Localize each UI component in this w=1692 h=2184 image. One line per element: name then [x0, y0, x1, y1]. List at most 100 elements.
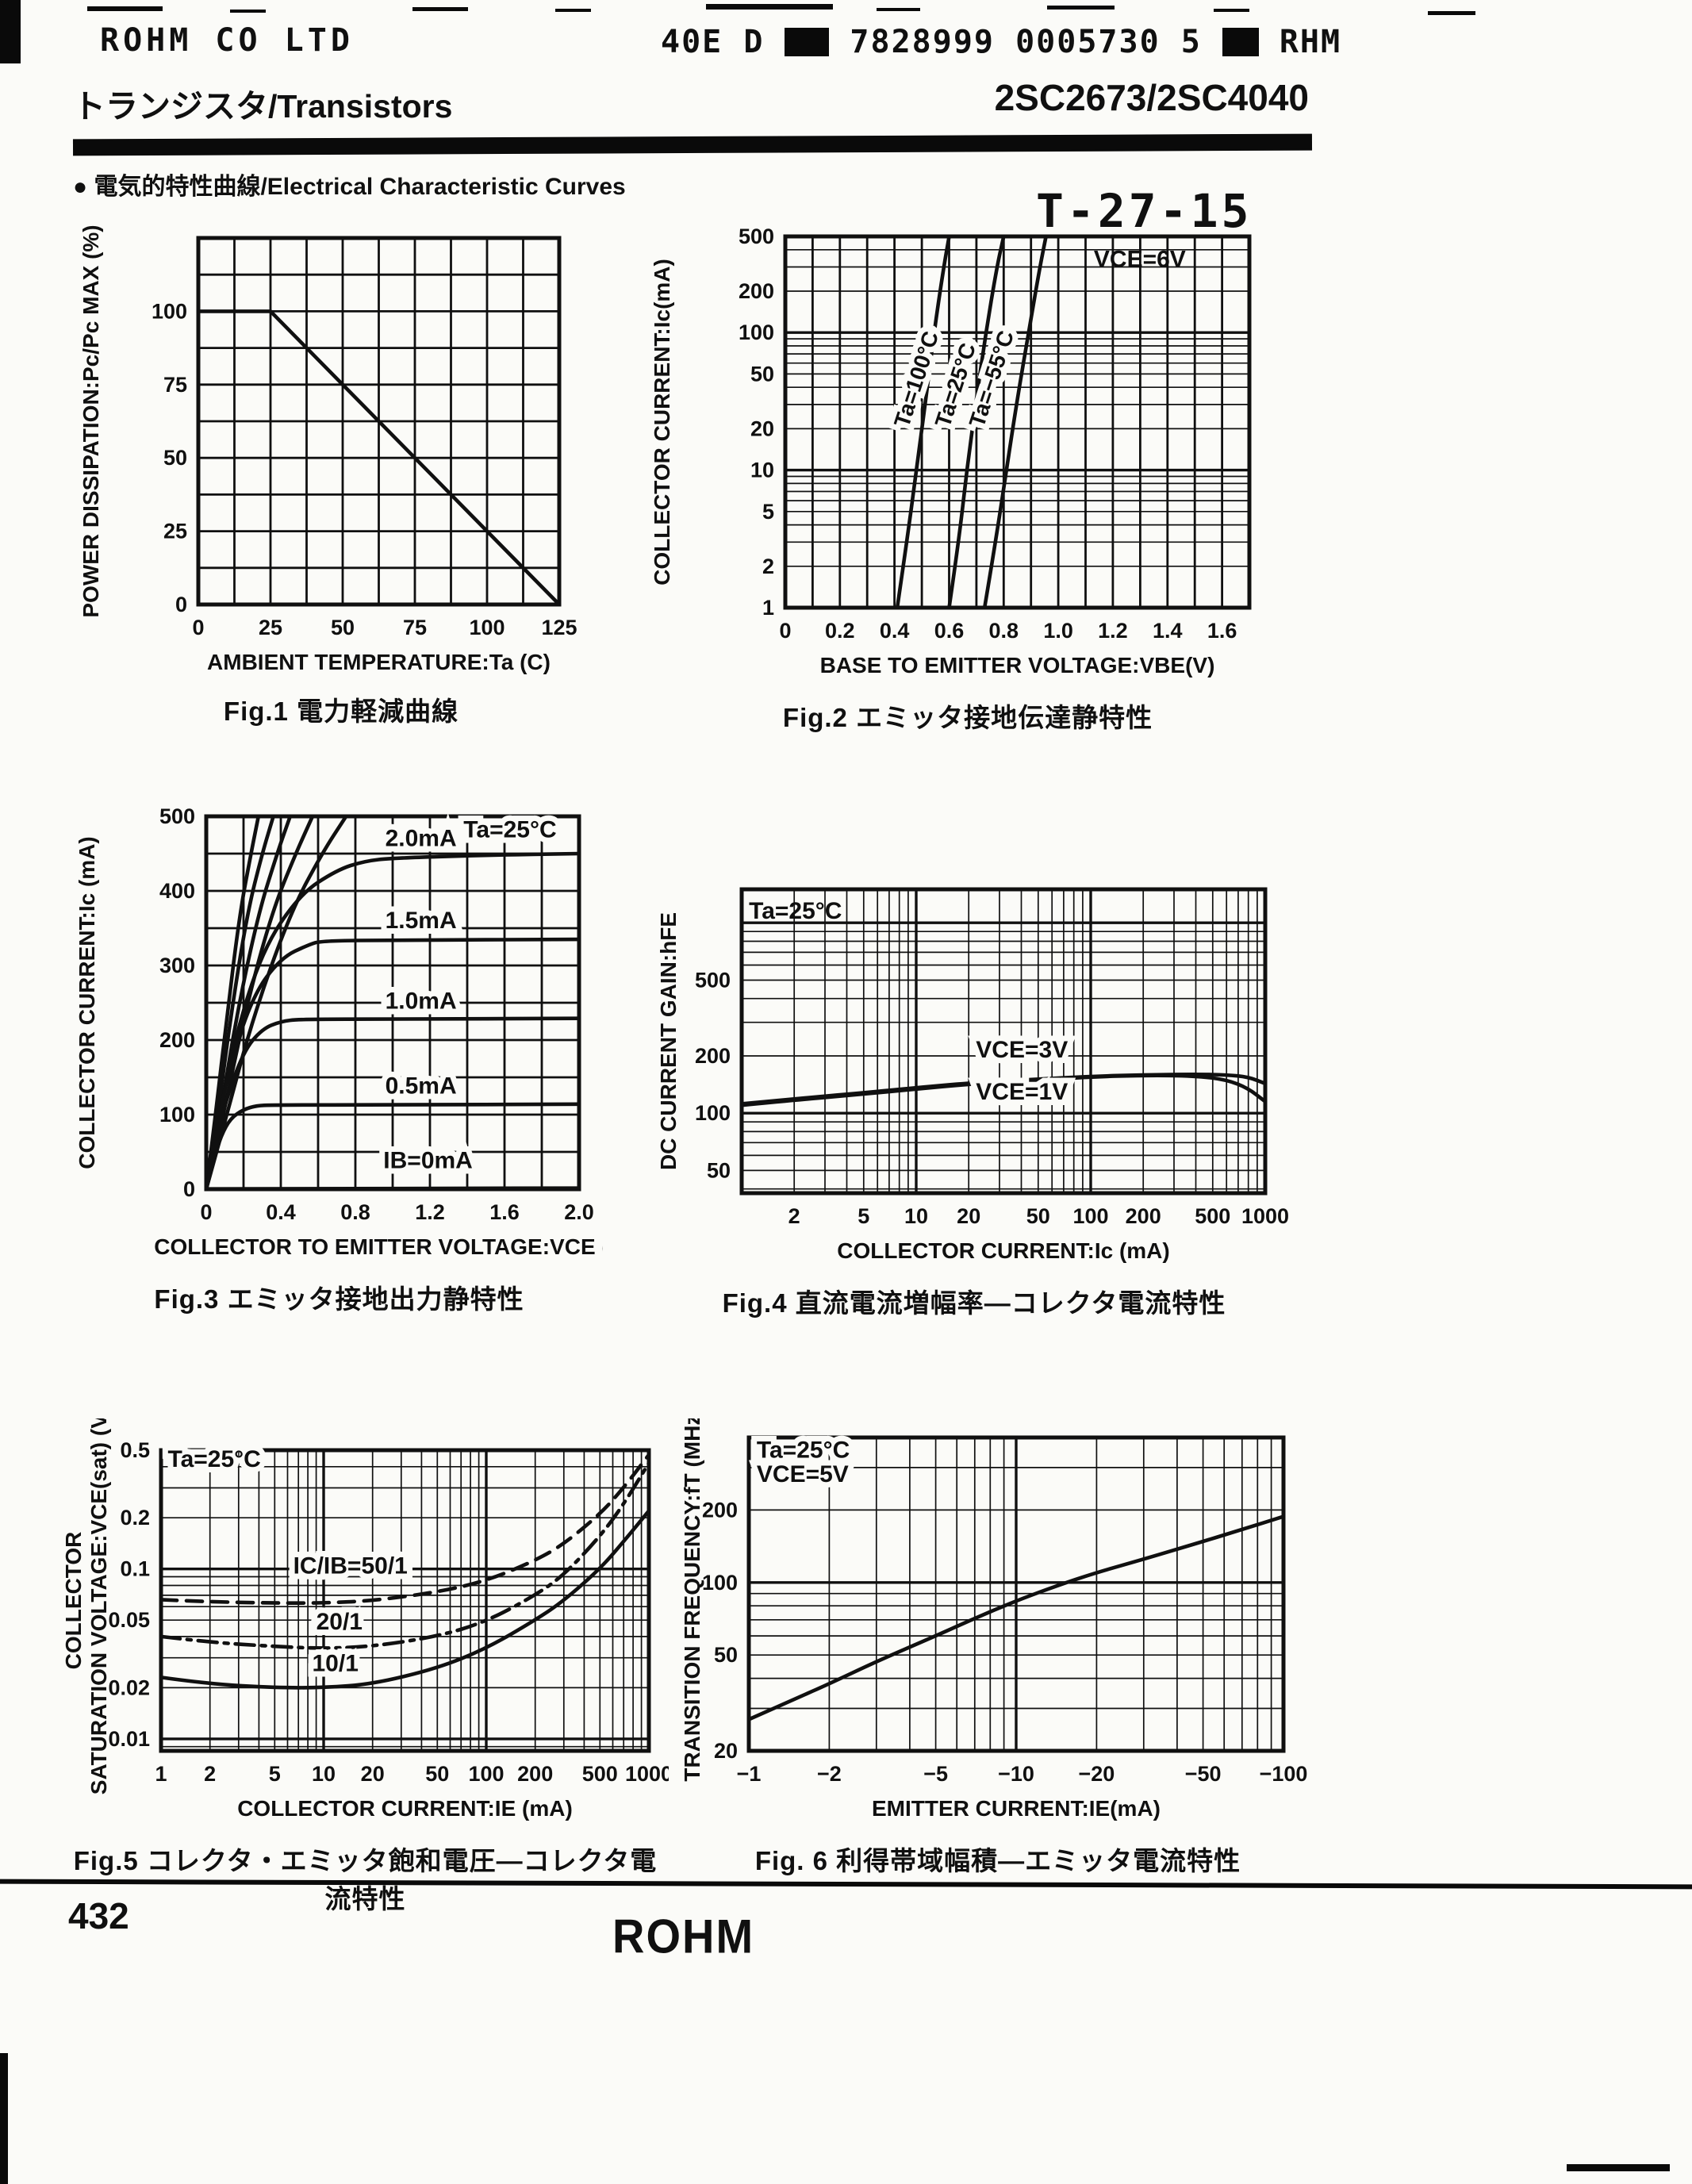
scan-artifact: [555, 9, 591, 12]
fig2-caption: Fig.2 エミッタ接地伝達静特性: [782, 703, 1153, 732]
svg-text:2: 2: [788, 1204, 800, 1228]
svg-text:2: 2: [762, 555, 774, 578]
fig1-caption: Fig.1 電力軽減曲線: [223, 697, 459, 726]
figure-5: 1 2 5 10 20 50 100 200 500 1000 0.01 0.02 0.05 0.1 0.2…: [62, 1418, 669, 1913]
svg-text:400: 400: [159, 879, 195, 903]
svg-text:200: 200: [517, 1762, 553, 1786]
handwritten-stamp: T-27-15: [1036, 184, 1253, 238]
fig1-power-derating-chart: 0 25 50 75 100 125 0 25 50 75 100 AMBIENT TEMPERATU…: [79, 225, 577, 674]
svg-text:TRANSITION FREQUENCY:fT (MHz): TRANSITION FREQUENCY:fT (MHz): [681, 1418, 704, 1782]
svg-text:COLLECTOR CURRENT:IE (mA): COLLECTOR CURRENT:IE (mA): [237, 1796, 573, 1821]
barcode-block-icon: [1222, 28, 1259, 56]
part-numbers: 2SC2673/2SC4040: [994, 77, 1309, 118]
svg-text:200: 200: [739, 279, 774, 303]
svg-text:1.5mA: 1.5mA: [386, 908, 457, 934]
svg-text:0.2: 0.2: [825, 619, 855, 643]
svg-text:COLLECTOR CURRENT:Ic(mA): COLLECTOR CURRENT:Ic(mA): [650, 259, 674, 585]
svg-text:50: 50: [750, 362, 774, 386]
svg-text:10/1: 10/1: [313, 1651, 359, 1677]
svg-text:−100: −100: [1260, 1762, 1308, 1786]
scan-artifact: [0, 2053, 8, 2184]
svg-text:5: 5: [269, 1762, 281, 1786]
svg-text:Ta=25°C: Ta=25°C: [168, 1446, 261, 1472]
scan-artifact: [0, 0, 21, 63]
svg-text:0.6: 0.6: [934, 619, 965, 643]
svg-text:0.5: 0.5: [120, 1438, 150, 1462]
svg-text:VCE=6V: VCE=6V: [1094, 247, 1186, 273]
svg-text:0.8: 0.8: [340, 1200, 370, 1224]
svg-text:0: 0: [200, 1200, 212, 1224]
doc-serial: 7828999 0005730 5: [850, 24, 1202, 60]
figure-3: 0 0.4 0.8 1.2 1.6 2.0 0 100 200 300 400 500 COLLECTO…: [75, 789, 603, 1321]
title-divider-bar: [72, 133, 1313, 156]
document-code-line: 40E D 7828999 0005730 5 RHM: [661, 24, 1341, 60]
svg-text:50: 50: [714, 1643, 738, 1667]
svg-text:125: 125: [541, 616, 577, 639]
svg-text:1: 1: [762, 596, 774, 620]
svg-text:VCE=3V: VCE=3V: [976, 1037, 1068, 1063]
fig6-caption: Fig. 6 利得帯域幅積—エミッタ電流特性: [754, 1846, 1241, 1875]
svg-text:POWER DISSIPATION:Pc/Pc MAX (%: POWER DISSIPATION:Pc/Pc MAX (%): [79, 225, 103, 617]
svg-text:Ta=25°C: Ta=25°C: [757, 1437, 850, 1463]
svg-text:−10: −10: [998, 1762, 1034, 1786]
svg-text:AMBIENT TEMPERATURE:Ta (C): AMBIENT TEMPERATURE:Ta (C): [207, 650, 551, 674]
svg-text:1.6: 1.6: [489, 1200, 520, 1224]
svg-text:0: 0: [779, 619, 791, 643]
svg-text:1.2: 1.2: [1098, 619, 1128, 643]
svg-text:200: 200: [695, 1044, 731, 1068]
svg-text:10: 10: [750, 459, 774, 482]
scan-artifact: [1047, 6, 1115, 10]
svg-text:0: 0: [175, 593, 187, 616]
fig6-transition-frequency-chart: −1 −2 −5 −10 −20 −50 −100 20 50 100 200 EMITTER CUR…: [681, 1418, 1308, 1821]
svg-text:0.4: 0.4: [880, 619, 910, 643]
svg-text:20: 20: [750, 416, 774, 440]
svg-text:−2: −2: [817, 1762, 842, 1786]
svg-text:200: 200: [159, 1028, 195, 1052]
figure-2: 0 0.2 0.4 0.6 0.8 1.0 1.2 1.4 1.6 1 2 5 10 20 50 100 200…: [650, 208, 1285, 739]
svg-text:500: 500: [695, 969, 731, 992]
svg-text:20: 20: [361, 1762, 385, 1786]
svg-text:10: 10: [904, 1204, 928, 1228]
svg-text:Ta=25°C: Ta=25°C: [463, 816, 556, 843]
barcode-block-icon: [785, 28, 830, 56]
scan-artifact: [230, 10, 266, 13]
svg-text:200: 200: [702, 1498, 738, 1522]
svg-text:COLLECTOR TO EMITTER VOLTAGE:V: COLLECTOR TO EMITTER VOLTAGE:VCE (V): [154, 1234, 603, 1259]
doc-code: 40E D: [661, 24, 765, 60]
svg-text:25: 25: [259, 616, 282, 639]
svg-text:0.01: 0.01: [108, 1727, 150, 1751]
svg-text:0.1: 0.1: [120, 1557, 150, 1581]
scan-artifact: [1428, 11, 1475, 15]
svg-text:20/1: 20/1: [317, 1609, 363, 1635]
svg-text:75: 75: [403, 616, 427, 639]
fig4-caption: Fig.4 直流電流増幅率—コレクタ電流特性: [722, 1288, 1226, 1318]
section-title: ● 電気的特性曲線/Electrical Characteristic Curv…: [73, 174, 626, 200]
scan-artifact: [706, 4, 833, 10]
svg-text:−50: −50: [1185, 1762, 1222, 1786]
svg-text:Ta=−55°C: Ta=−55°C: [965, 328, 1019, 430]
svg-text:5: 5: [858, 1204, 869, 1228]
svg-text:SATURATION VOLTAGE:VCE(sat) (V: SATURATION VOLTAGE:VCE(sat) (V): [86, 1418, 111, 1794]
svg-text:1.2: 1.2: [415, 1200, 445, 1224]
figure-6: −1 −2 −5 −10 −20 −50 −100 20 50 100 200 EMITTER CUR…: [681, 1418, 1315, 1887]
svg-text:100: 100: [695, 1101, 731, 1125]
svg-text:0.8: 0.8: [989, 619, 1019, 643]
svg-text:COLLECTOR CURRENT:Ic (mA): COLLECTOR CURRENT:Ic (mA): [837, 1238, 1169, 1263]
svg-text:Ta=25°C: Ta=25°C: [749, 898, 842, 924]
doc-serial-suffix: RHM: [1279, 24, 1342, 60]
fig4-dc-gain-chart: 2 5 10 20 50 100 200 500 1000 50 100 200 500 COLLECTO…: [657, 887, 1289, 1263]
svg-text:VCE=1V: VCE=1V: [976, 1079, 1068, 1105]
svg-text:10: 10: [312, 1762, 336, 1786]
category-title: トランジスタ/Transistors: [73, 88, 453, 125]
svg-text:1: 1: [155, 1762, 167, 1786]
scan-artifact: [1567, 2164, 1670, 2171]
svg-text:2.0: 2.0: [564, 1200, 594, 1224]
figure-4: 2 5 10 20 50 100 200 500 1000 50 100 200 500 COLLECTO…: [657, 853, 1291, 1329]
svg-text:0.4: 0.4: [266, 1200, 296, 1224]
svg-text:100: 100: [159, 1103, 195, 1127]
svg-text:20: 20: [957, 1204, 980, 1228]
svg-text:DC CURRENT GAIN:hFE: DC CURRENT GAIN:hFE: [657, 912, 681, 1170]
svg-text:1.0: 1.0: [1043, 619, 1073, 643]
svg-text:50: 50: [1026, 1204, 1050, 1228]
